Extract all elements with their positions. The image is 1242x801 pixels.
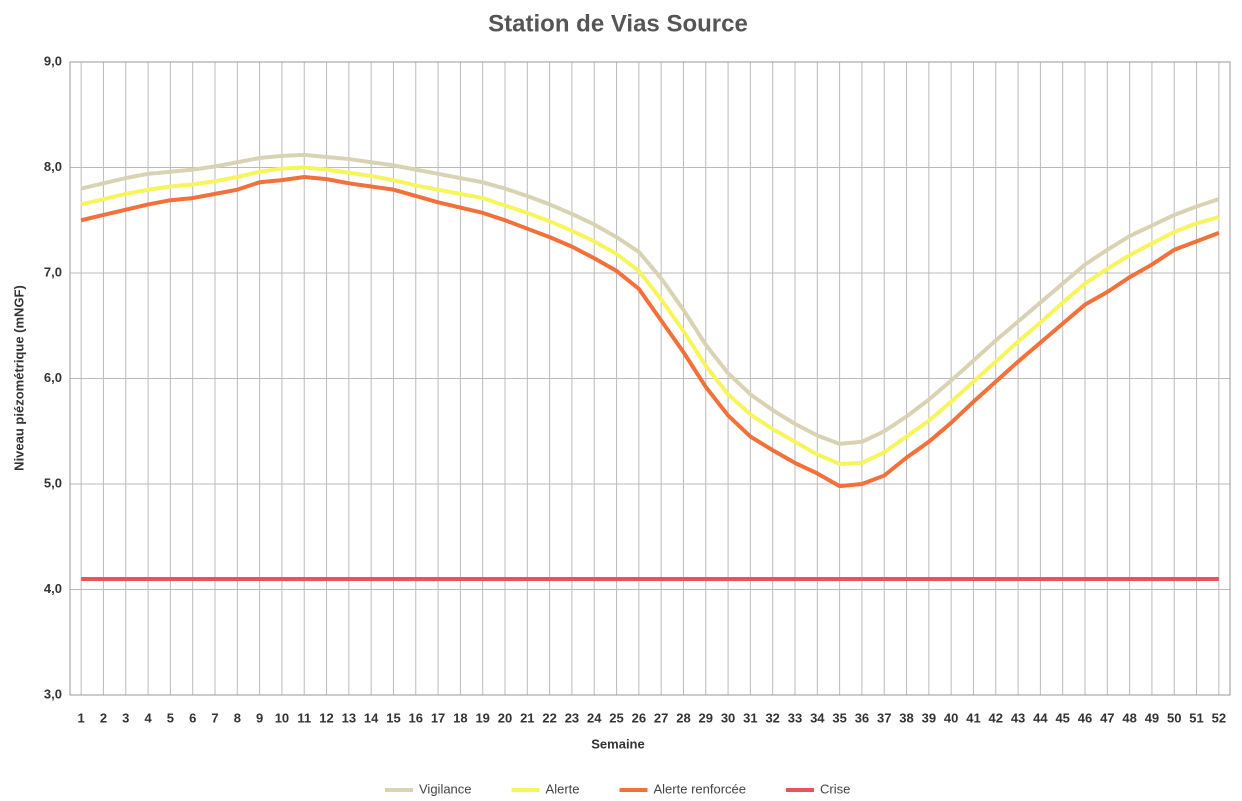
x-tick-label: 25 [609, 710, 623, 725]
x-axis-label: Semaine [591, 736, 644, 751]
x-tick-label: 24 [587, 710, 602, 725]
x-tick-label: 31 [743, 710, 757, 725]
legend-label: Alerte renforcée [654, 781, 747, 796]
x-tick-label: 35 [832, 710, 846, 725]
x-tick-label: 51 [1189, 710, 1203, 725]
x-tick-label: 11 [297, 710, 311, 725]
series-line [80, 174, 1220, 489]
x-tick-label: 10 [275, 710, 289, 725]
x-tick-label: 22 [542, 710, 556, 725]
x-tick-label: 43 [1011, 710, 1025, 725]
x-tick-label: 38 [899, 710, 913, 725]
x-tick-label: 42 [989, 710, 1003, 725]
x-tick-label: 9 [256, 710, 263, 725]
x-tick-label: 26 [632, 710, 646, 725]
x-tick-label: 5 [167, 710, 174, 725]
y-tick-label: 8,0 [44, 159, 62, 174]
series-line [80, 152, 1220, 446]
x-tick-label: 8 [234, 710, 241, 725]
x-tick-label: 50 [1167, 710, 1181, 725]
x-tick-label: 44 [1033, 710, 1048, 725]
x-tick-label: 15 [386, 710, 400, 725]
x-tick-label: 45 [1055, 710, 1069, 725]
plot-border [69, 61, 1231, 696]
x-tick-label: 3 [122, 710, 129, 725]
x-tick-label: 12 [319, 710, 333, 725]
y-tick-label: 6,0 [44, 370, 62, 385]
y-tick-label: 9,0 [44, 53, 62, 68]
series-line [80, 165, 1220, 466]
x-tick-label: 16 [409, 710, 423, 725]
y-axis-label: Niveau piézométrique (mNGF) [11, 285, 26, 471]
x-tick-label: 19 [475, 710, 489, 725]
x-tick-label: 52 [1212, 710, 1226, 725]
x-tick-label: 17 [431, 710, 445, 725]
x-tick-label: 40 [944, 710, 958, 725]
x-tick-label: 21 [520, 710, 534, 725]
legend-label: Alerte [546, 781, 580, 796]
x-tick-label: 39 [922, 710, 936, 725]
x-tick-label: 20 [498, 710, 512, 725]
x-tick-label: 14 [364, 710, 379, 725]
x-tick-label: 6 [189, 710, 196, 725]
x-tick-label: 28 [676, 710, 690, 725]
x-tick-label: 23 [565, 710, 579, 725]
y-tick-label: 7,0 [44, 264, 62, 279]
y-tick-label: 5,0 [44, 475, 62, 490]
x-tick-label: 27 [654, 710, 668, 725]
x-tick-label: 4 [144, 710, 152, 725]
x-tick-label: 46 [1078, 710, 1092, 725]
legend-label: Crise [820, 781, 850, 796]
x-tick-label: 33 [788, 710, 802, 725]
x-tick-label: 41 [966, 710, 980, 725]
x-tick-label: 49 [1145, 710, 1159, 725]
legend-label: Vigilance [419, 781, 472, 796]
chart-title: Station de Vias Source [488, 10, 748, 37]
x-tick-label: 48 [1122, 710, 1136, 725]
x-tick-label: 13 [342, 710, 356, 725]
x-tick-label: 1 [78, 710, 85, 725]
x-tick-label: 7 [211, 710, 218, 725]
x-tick-label: 29 [699, 710, 713, 725]
x-tick-label: 47 [1100, 710, 1114, 725]
x-tick-label: 32 [765, 710, 779, 725]
x-tick-label: 34 [810, 710, 825, 725]
y-tick-label: 3,0 [44, 686, 62, 701]
x-tick-label: 37 [877, 710, 891, 725]
x-tick-label: 18 [453, 710, 467, 725]
x-tick-label: 30 [721, 710, 735, 725]
x-tick-label: 2 [100, 710, 107, 725]
x-tick-label: 36 [855, 710, 869, 725]
y-tick-label: 4,0 [44, 581, 62, 596]
